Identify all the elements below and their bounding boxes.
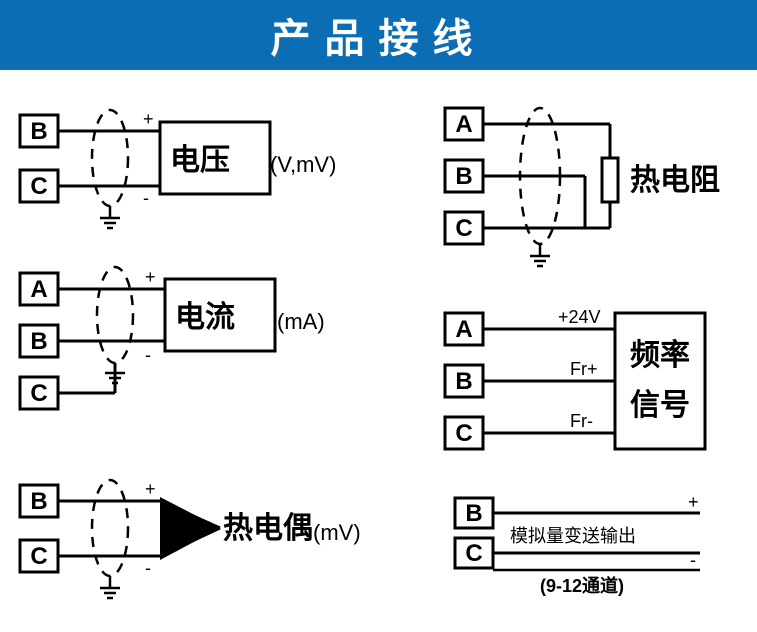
freq-sig-0: +24V: [558, 307, 601, 327]
rtd-label: 热电阻: [630, 164, 720, 197]
ao-c: C: [465, 540, 482, 567]
ao-note: (9-12通道): [540, 575, 624, 596]
voltage-plus: +: [143, 109, 154, 129]
diagram-voltage: B C + - 电压 (V,mV): [15, 100, 355, 230]
current-a: A: [30, 276, 47, 303]
header-title: 产品接线: [271, 6, 487, 64]
ao-label: 模拟量变送输出: [510, 526, 636, 546]
terminal-c: C: [30, 173, 47, 200]
freq-sig-1: Fr+: [570, 359, 598, 379]
diagram-analog-output: B C + - 模拟量变送输出 (9-12通道): [450, 490, 740, 610]
current-plus: +: [145, 267, 156, 287]
freq-label2: 信号: [630, 389, 690, 422]
ao-minus: -: [690, 550, 696, 570]
rtd-b: B: [455, 163, 472, 190]
tc-label: 热电偶: [223, 512, 313, 545]
ao-plus: +: [688, 492, 699, 512]
diagram-frequency: A B C +24V Fr+ Fr- 频率 信号: [440, 305, 740, 470]
tc-plus: +: [145, 479, 156, 499]
tc-minus: -: [145, 558, 151, 578]
tc-b: B: [30, 488, 47, 515]
freq-b: B: [455, 368, 472, 395]
ao-b: B: [465, 500, 482, 527]
freq-c: C: [455, 420, 472, 447]
diagram-thermocouple: B C + - 热电偶 (mV): [15, 470, 375, 610]
voltage-label: 电压: [170, 144, 230, 177]
current-unit: (mA): [277, 309, 325, 334]
header-banner: 产品接线: [0, 0, 757, 70]
current-minus: -: [145, 345, 151, 365]
diagram-current: A B C + - 电流 (mA): [15, 265, 355, 430]
tc-unit: (mV): [313, 520, 361, 545]
voltage-minus: -: [143, 188, 149, 208]
freq-a: A: [455, 316, 472, 343]
current-b: B: [30, 328, 47, 355]
current-label: 电流: [175, 301, 235, 334]
voltage-unit: (V,mV): [270, 152, 336, 177]
rtd-a: A: [455, 111, 472, 138]
tc-c: C: [30, 543, 47, 570]
diagram-rtd: A B C 热电阻: [440, 100, 740, 290]
freq-sig-2: Fr-: [570, 411, 593, 431]
current-c: C: [30, 380, 47, 407]
terminal-b: B: [30, 118, 47, 145]
rtd-c: C: [455, 215, 472, 242]
freq-label1: 频率: [630, 339, 690, 372]
